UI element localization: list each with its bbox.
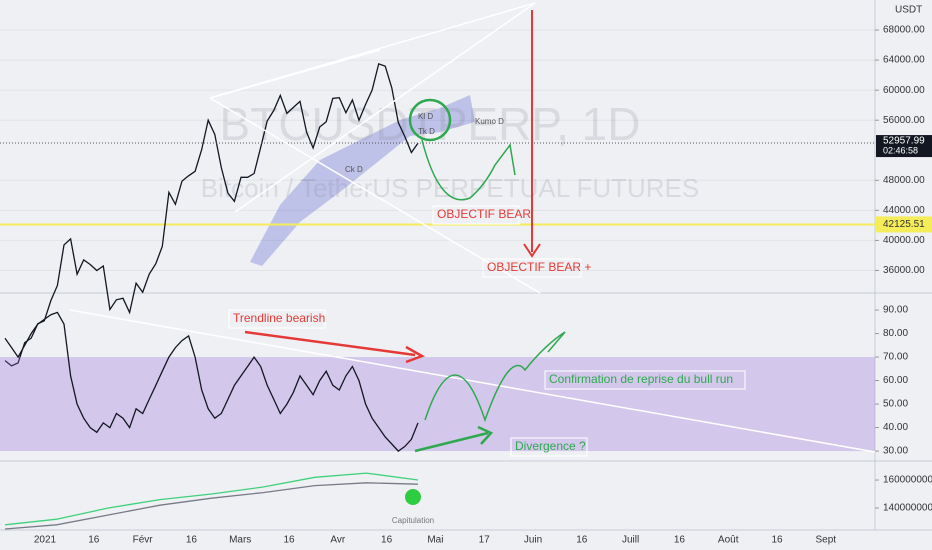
arrow-head xyxy=(477,425,494,445)
rsi-band xyxy=(0,357,875,452)
y-tick-label: 60.00 xyxy=(883,375,908,386)
x-tick-label: 2021 xyxy=(34,535,57,546)
annotation-box xyxy=(482,258,582,278)
annotation-box xyxy=(432,205,520,225)
y-tick-label: 30.00 xyxy=(883,446,908,457)
annotation: Capitulation xyxy=(392,516,434,525)
x-tick-label: Juin xyxy=(524,535,542,546)
indicator-label: Kl D xyxy=(418,112,433,121)
arrow-head xyxy=(523,243,541,258)
annotation-box xyxy=(544,370,746,390)
annotation: Divergence ? xyxy=(515,439,586,453)
price-label: 52957.99 xyxy=(883,136,925,147)
trendline xyxy=(209,49,381,99)
x-tick-label: 16 xyxy=(186,535,198,546)
level-label: 42125.51 xyxy=(883,219,925,230)
watermark-title: BTCUSDTPERP, 1D xyxy=(220,98,641,150)
level-label-box xyxy=(876,216,932,233)
y-tick-label: 50.00 xyxy=(883,399,908,410)
y-tick-label: 60000.00 xyxy=(883,85,925,96)
x-tick-label: Mars xyxy=(229,535,251,546)
y-tick-label: 40000.00 xyxy=(883,235,925,246)
trendline xyxy=(209,97,541,294)
axis-unit: USDT xyxy=(895,5,922,16)
y-tick-label: 90.00 xyxy=(883,305,908,316)
annotation: OBJECTIF BEAR xyxy=(437,207,531,221)
annotation: OBJECTIF BEAR + xyxy=(487,260,591,274)
y-tick-label: 160000000.00 xyxy=(883,475,932,486)
x-tick-label: Févr xyxy=(133,535,154,546)
ichimoku-cloud xyxy=(250,95,475,266)
highlight-circle xyxy=(408,98,452,142)
annotation-arrow xyxy=(414,431,489,453)
watermark-subtitle: Bitcoin / TetherUS PERPETUAL FUTURES xyxy=(201,173,699,203)
x-tick-label: 16 xyxy=(88,535,100,546)
x-tick-label: Sept xyxy=(816,535,837,546)
price-label-box xyxy=(876,135,932,158)
trendline xyxy=(234,2,536,213)
y-tick-label: 36000.00 xyxy=(883,265,925,276)
y-tick-label: 68000.00 xyxy=(883,25,925,36)
x-tick-label: 16 xyxy=(283,535,295,546)
y-tick-label: 64000.00 xyxy=(883,55,925,66)
x-tick-label: Août xyxy=(718,535,739,546)
y-tick-label: 70.00 xyxy=(883,352,908,363)
y-tick-label: 140000000.00 xyxy=(883,503,932,514)
countdown: 02:46:58 xyxy=(883,145,918,155)
arrow-head xyxy=(405,345,425,364)
data-line xyxy=(4,482,419,530)
projection xyxy=(424,331,566,423)
x-tick-label: Avr xyxy=(330,535,345,546)
annotation: Confirmation de reprise du bull run xyxy=(549,372,733,386)
x-tick-label: 17 xyxy=(479,535,491,546)
indicator-label: Ck D xyxy=(345,165,363,174)
indicator-label: Tk D xyxy=(418,127,435,136)
trendline xyxy=(69,309,876,453)
x-tick-label: 16 xyxy=(381,535,393,546)
data-line xyxy=(4,311,419,452)
y-tick-label: 56000.00 xyxy=(883,115,925,126)
y-tick-label: 44000.00 xyxy=(883,205,925,216)
annotation-arrow xyxy=(244,330,416,357)
annotation-box xyxy=(510,437,588,457)
x-tick-label: 16 xyxy=(576,535,588,546)
projection xyxy=(421,139,516,201)
annotation: Trendline bearish xyxy=(233,311,325,325)
x-tick-label: 16 xyxy=(771,535,783,546)
y-tick-label: 80.00 xyxy=(883,328,908,339)
annotation-box xyxy=(228,309,326,329)
signal-dot xyxy=(405,489,421,505)
x-tick-label: 16 xyxy=(674,535,686,546)
data-line xyxy=(4,63,419,367)
x-tick-label: Mai xyxy=(427,535,443,546)
y-tick-label: 40.00 xyxy=(883,422,908,433)
x-tick-label: Juill xyxy=(622,535,639,546)
indicator-label: Kumo D xyxy=(475,117,504,126)
data-line xyxy=(4,472,419,526)
y-tick-label: 48000.00 xyxy=(883,175,925,186)
